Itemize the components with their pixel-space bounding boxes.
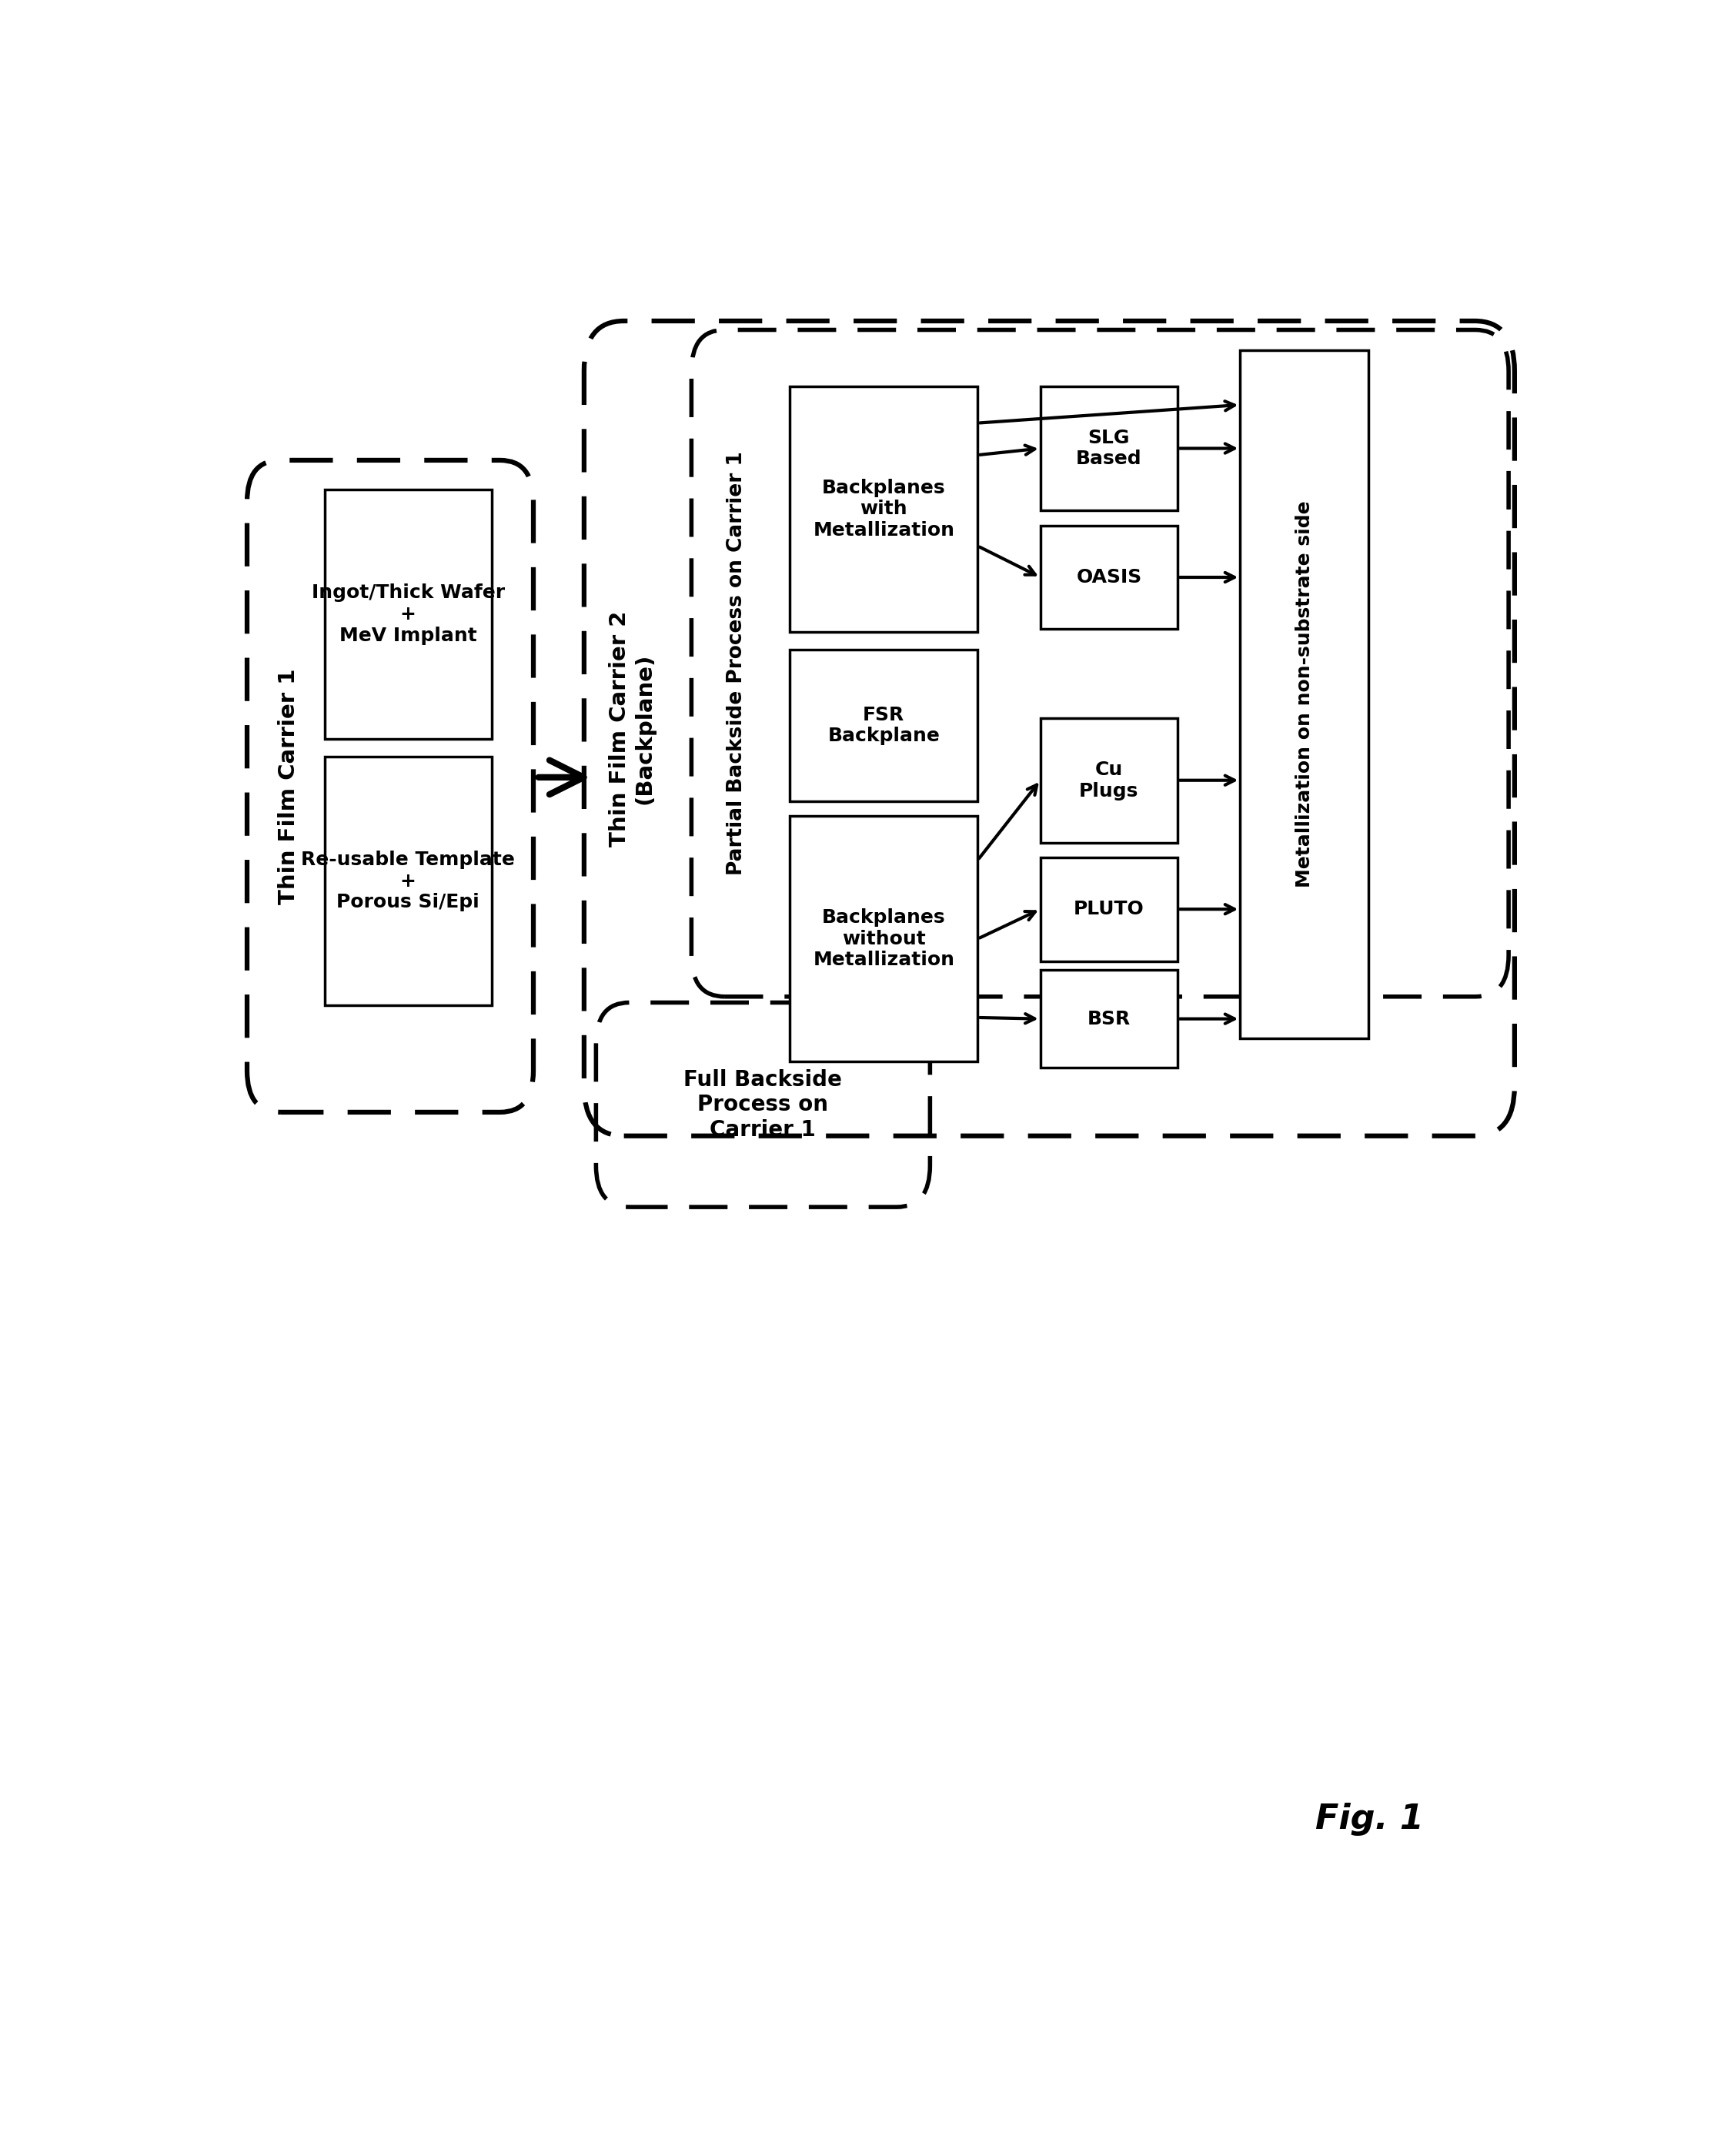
Text: Ingot/Thick Wafer
+
MeV Implant: Ingot/Thick Wafer + MeV Implant — [312, 584, 504, 645]
Bar — [790, 815, 977, 1061]
Bar — [1241, 351, 1368, 1037]
Text: Re-usable Template
+
Porous Si/Epi: Re-usable Template + Porous Si/Epi — [302, 849, 514, 912]
Text: OASIS: OASIS — [1076, 567, 1142, 586]
Bar — [324, 757, 492, 1005]
Bar — [1040, 970, 1178, 1067]
Bar — [790, 649, 977, 802]
Bar — [790, 386, 977, 632]
Text: BSR: BSR — [1087, 1009, 1131, 1028]
Text: Backplanes
with
Metallization: Backplanes with Metallization — [812, 479, 955, 539]
Text: Cu
Plugs: Cu Plugs — [1080, 761, 1138, 800]
Text: Backplanes
without
Metallization: Backplanes without Metallization — [812, 908, 955, 970]
Bar — [1040, 526, 1178, 630]
Bar — [324, 489, 492, 740]
Text: Thin Film Carrier 1: Thin Film Carrier 1 — [278, 668, 300, 903]
Text: FSR
Backplane: FSR Backplane — [828, 705, 939, 746]
Text: Full Backside
Process on
Carrier 1: Full Backside Process on Carrier 1 — [684, 1069, 842, 1141]
Text: PLUTO: PLUTO — [1073, 899, 1145, 918]
Text: SLG
Based: SLG Based — [1076, 429, 1142, 468]
Text: Fig. 1: Fig. 1 — [1316, 1802, 1424, 1835]
Text: Thin Film Carrier 2
(Backplane): Thin Film Carrier 2 (Backplane) — [608, 610, 655, 847]
Bar — [1040, 718, 1178, 843]
Bar — [1040, 858, 1178, 962]
Text: Partial Backside Process on Carrier 1: Partial Backside Process on Carrier 1 — [727, 451, 746, 875]
Bar — [1040, 386, 1178, 511]
Text: Metallization on non-substrate side: Metallization on non-substrate side — [1296, 500, 1313, 888]
